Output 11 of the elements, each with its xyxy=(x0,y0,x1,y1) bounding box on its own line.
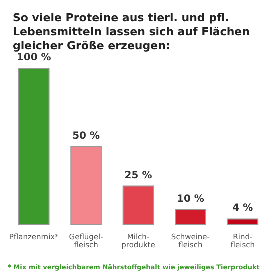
bar xyxy=(227,218,259,225)
bar xyxy=(70,146,102,225)
data-label: 10 % xyxy=(176,194,204,205)
data-label: 100 % xyxy=(16,52,52,64)
chart-title: So viele Proteine aus tierl. und pfl. Lebensmitteln lassen sich auf Flächen gleicher Größe erzeugen: xyxy=(13,12,254,52)
bar xyxy=(122,186,154,225)
data-label: 4 % xyxy=(232,203,254,214)
bar xyxy=(175,209,206,225)
bar xyxy=(18,68,50,225)
data-label: 25 % xyxy=(124,170,152,182)
data-label: 50 % xyxy=(72,131,100,142)
